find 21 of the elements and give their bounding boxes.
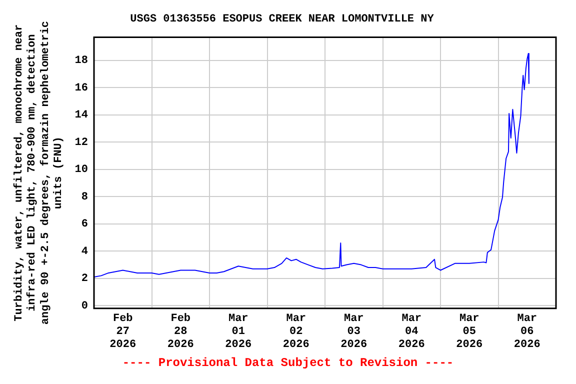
x-tick-label: Feb 28 2026: [167, 312, 194, 352]
x-tick-label: Mar 04 2026: [398, 312, 425, 352]
y-tick-label: 10: [74, 164, 88, 176]
y-tick-label: 14: [74, 110, 88, 122]
y-tick-label: 12: [74, 136, 88, 149]
y-tick-label: 4: [81, 246, 88, 258]
y-tick-label: 18: [74, 55, 88, 68]
y-tick-label: 8: [81, 191, 88, 204]
text: ---- Provisional Data Subject to Revision ----: [121, 356, 455, 370]
chart-title: USGS 01363556 ESOPUS CREEK NEAR LOMONTVILLE NY: [130, 13, 434, 26]
x-tick-label: Feb 27 2026: [110, 312, 136, 352]
y-tick-label: 6: [81, 218, 88, 231]
x-tick-label: Mar 01 2026: [225, 312, 252, 352]
x-tick-label: Mar 06 2026: [514, 312, 540, 352]
y-axis-title: Turbidity, water, unfiltered, monochrome near infra-red LED light, 780-900 nm, detection angle 90 +-2.5 degrees, formazin nephelometric units (FNU): [12, 20, 65, 325]
x-tick-label: Mar 02 2026: [282, 312, 310, 352]
y-tick-label: 16: [74, 82, 88, 94]
x-tick-label: Mar 05 2026: [456, 312, 483, 352]
y-tick-label: 0: [81, 300, 88, 312]
y-tick-label: 2: [81, 273, 88, 286]
x-tick-label: Mar 03 2026: [340, 312, 368, 352]
